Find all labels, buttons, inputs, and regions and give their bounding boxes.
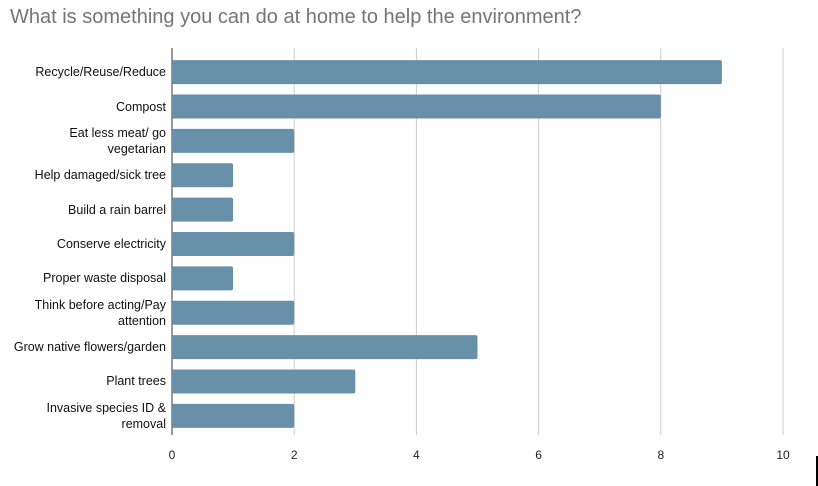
x-tick-label: 8 <box>657 448 664 462</box>
y-tick-label: Recycle/Reuse/Reduce <box>35 65 166 80</box>
bar <box>172 94 661 119</box>
y-tick-label: Conserve electricity <box>56 237 166 251</box>
bar <box>172 232 295 256</box>
y-tick-label: Eat less meat/ go vegetarian <box>69 125 166 156</box>
y-tick-label: Plant trees <box>106 374 166 389</box>
bar <box>172 197 234 222</box>
bar <box>172 266 234 291</box>
y-tick-label: Proper waste disposal <box>43 271 166 286</box>
bar <box>172 335 478 360</box>
bar <box>172 403 295 428</box>
y-tick-label: Help damaged/sick tree <box>34 168 166 183</box>
bar <box>172 369 356 394</box>
x-tick-label: 6 <box>535 448 542 462</box>
x-tick-label: 0 <box>169 448 176 462</box>
bar <box>172 128 295 153</box>
x-tick-label: 10 <box>776 448 790 462</box>
y-tick-label: Build a rain barrel <box>68 202 166 217</box>
x-tick-label: 4 <box>413 448 420 462</box>
x-tick-label: 2 <box>291 448 298 462</box>
bar <box>172 163 234 188</box>
y-tick-label: Invasive species ID & removal <box>46 400 167 431</box>
bar <box>172 300 295 325</box>
chart-title: What is something you can do at home to … <box>10 6 582 28</box>
y-tick-label: Grow native flowers/garden <box>13 340 166 355</box>
y-tick-label: Compost <box>115 99 166 114</box>
y-tick-label: Think before acting/Pay attention <box>34 297 166 328</box>
bar <box>172 60 722 85</box>
